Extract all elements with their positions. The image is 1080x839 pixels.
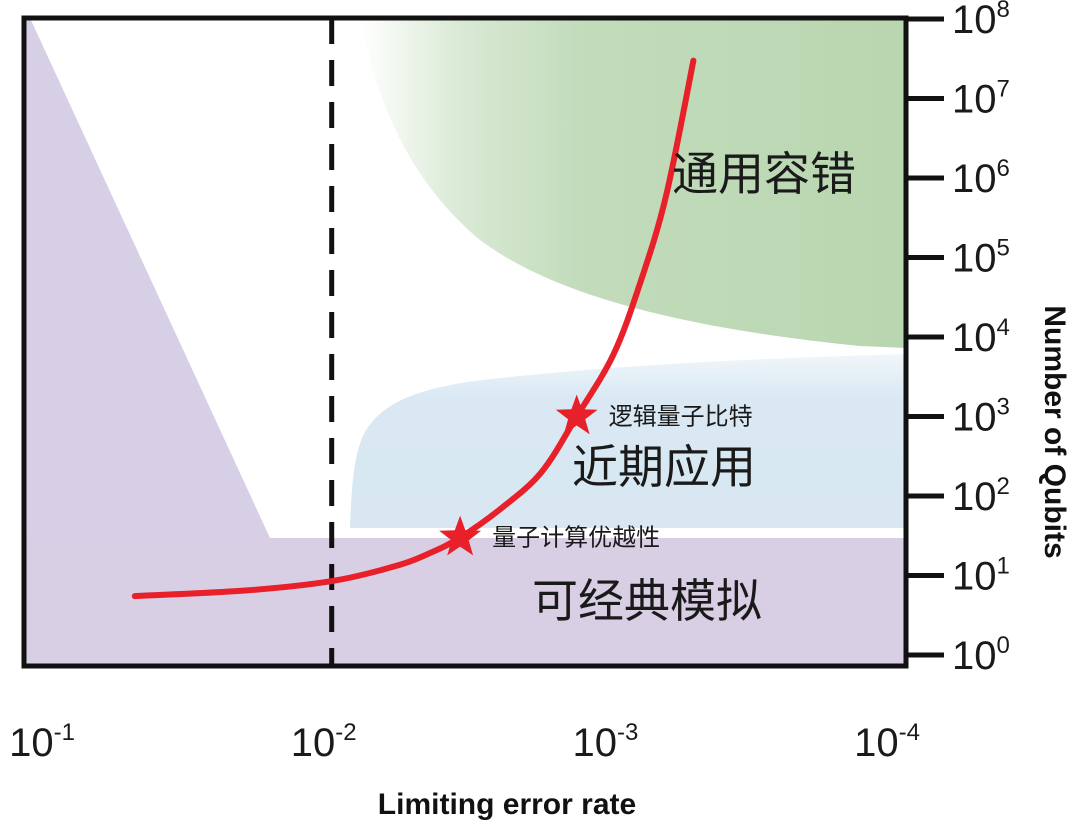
x-tick-label: 10-3: [572, 719, 638, 765]
x-axis-ticks: 10-1 10-2 10-3 10-4: [9, 719, 920, 765]
y-axis-ticks: 100 101 102 103 104 105 106 107 108: [906, 0, 1010, 678]
x-tick-label: 10-4: [854, 719, 920, 765]
marker-label: 量子计算优越性: [492, 524, 660, 552]
star-marker: [439, 515, 482, 556]
y-tick-label: 107: [952, 76, 1010, 122]
x-tick-label: 10-2: [291, 719, 357, 765]
x-tick-label: 10-1: [9, 719, 75, 765]
region-label-fault-tolerant: 通用容错: [672, 147, 856, 201]
x-axis-title: Limiting error rate: [378, 788, 636, 821]
star-marker: [555, 394, 598, 435]
region-fault-tolerant: [360, 18, 906, 348]
y-tick-label: 108: [952, 0, 1010, 42]
y-axis-title: Number of Qubits: [1038, 305, 1071, 558]
y-tick-label: 102: [952, 473, 1010, 519]
region-label-near-term: 近期应用: [572, 440, 756, 494]
y-tick-label: 106: [952, 155, 1010, 201]
y-tick-label: 105: [952, 235, 1010, 281]
region-classical-wedge: [24, 18, 906, 666]
region-near-term: [350, 354, 906, 528]
y-tick-label: 100: [952, 632, 1010, 678]
curve-markers: 量子计算优越性 逻辑量子比特: [439, 394, 753, 556]
region-classical-band: [24, 538, 906, 666]
marker-label: 逻辑量子比特: [609, 403, 753, 431]
y-tick-label: 101: [952, 553, 1010, 599]
y-tick-label: 103: [952, 394, 1010, 440]
y-tick-label: 104: [952, 314, 1010, 360]
error-rate-curve: [131, 57, 697, 600]
region-label-classical: 可经典模拟: [532, 574, 762, 628]
